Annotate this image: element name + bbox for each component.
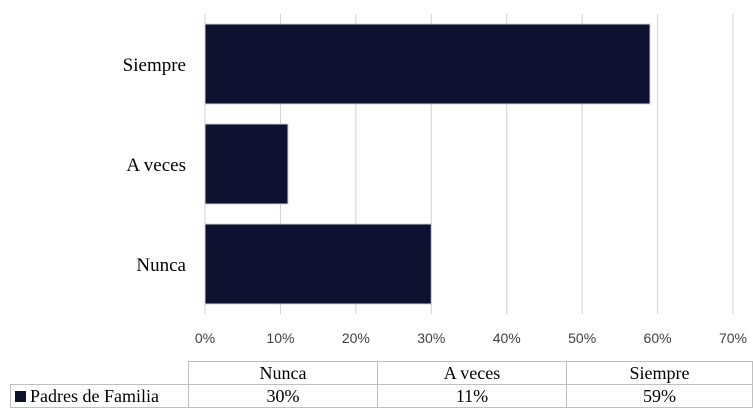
x-tick-label: 50% [568, 330, 596, 346]
data-table-cell: 11% [377, 384, 567, 408]
x-tick-label: 30% [417, 330, 445, 346]
x-tick-label: 40% [493, 330, 521, 346]
data-table-cell: 59% [566, 384, 753, 408]
data-table: Nunca A veces Siempre Padres de Familia … [10, 361, 753, 408]
bar [204, 23, 651, 105]
data-table-cell: 30% [188, 384, 378, 408]
x-tick-label: 0% [195, 330, 215, 346]
data-table-series-name: Padres de Familia [30, 386, 159, 406]
data-table-series-cell: Padres de Familia [10, 384, 189, 408]
data-table-row: Padres de Familia 30% 11% 59% [10, 384, 753, 408]
data-table-column-header: A veces [377, 361, 567, 385]
chart-plot-area: 0% 10% 20% 30% 40% 50% 60% 70% Siempre A veces Nun… [123, 14, 747, 346]
data-table-header-row: Nunca A veces Siempre [10, 361, 753, 385]
category-label: Siempre [123, 55, 186, 76]
x-tick-label: 70% [719, 330, 747, 346]
legend-key-icon [15, 391, 26, 402]
category-label: A veces [126, 155, 186, 176]
bar [204, 123, 289, 205]
x-tick-label: 10% [266, 330, 294, 346]
bar [204, 223, 432, 305]
x-tick-label: 60% [644, 330, 672, 346]
data-table-column-header: Siempre [566, 361, 753, 385]
data-table-corner [10, 361, 189, 385]
x-tick-label: 20% [342, 330, 370, 346]
category-label: Nunca [136, 255, 186, 276]
data-table-column-header: Nunca [188, 361, 378, 385]
